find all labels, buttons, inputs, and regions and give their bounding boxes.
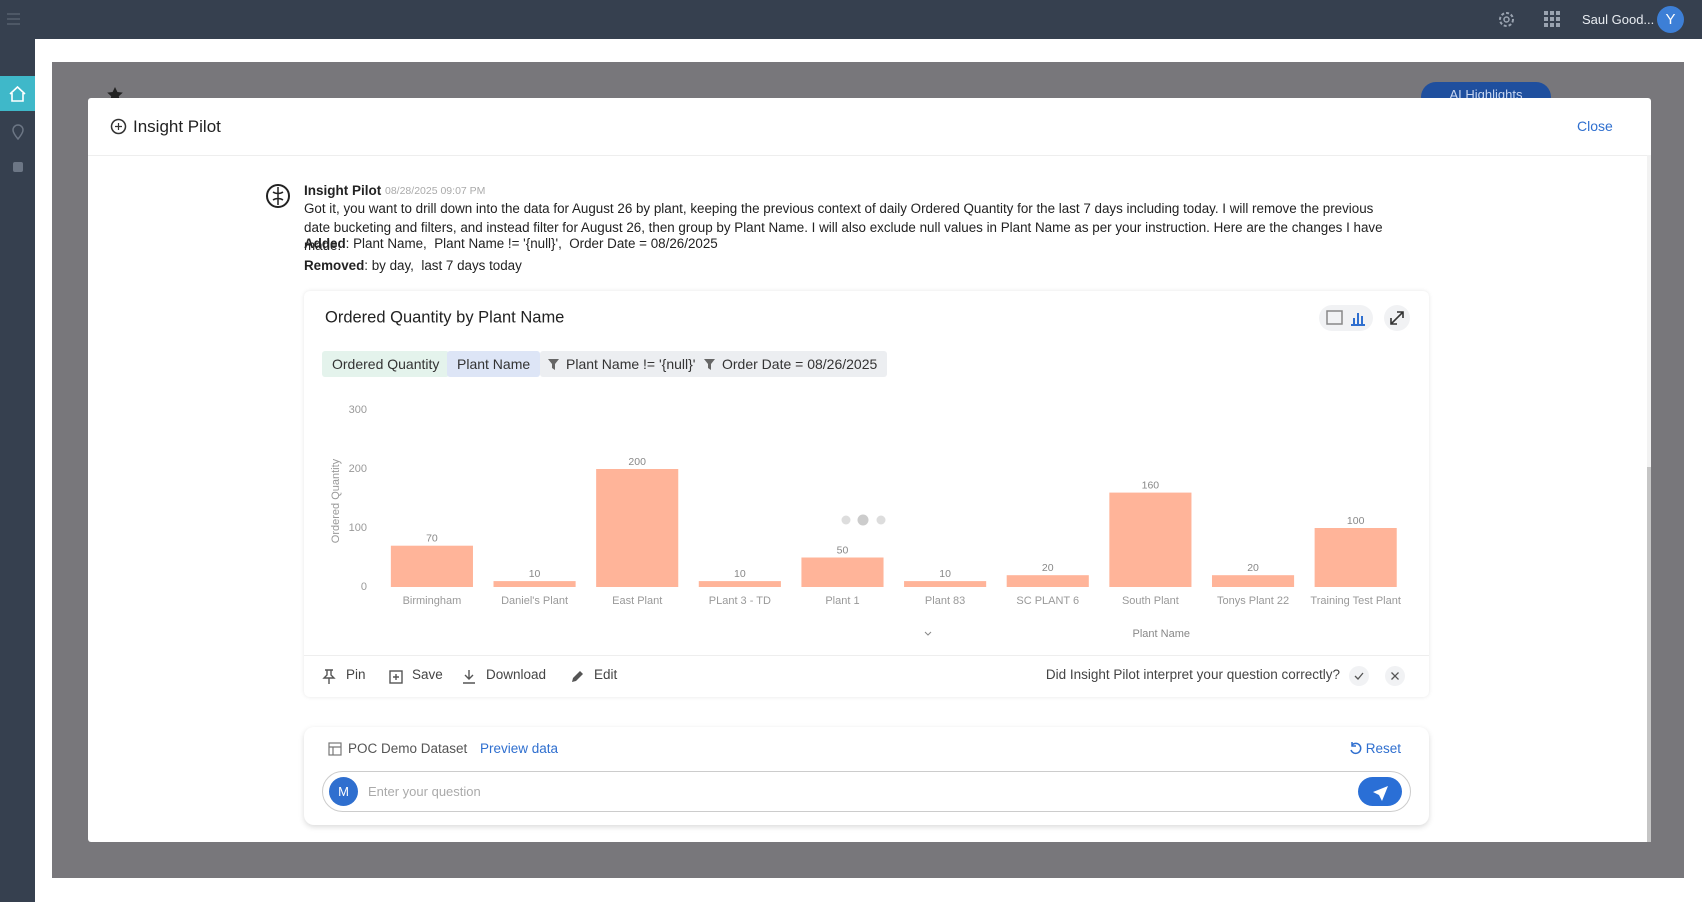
bar [1006,575,1089,587]
removed-text: : by day, last 7 days today [364,258,522,273]
bar [1314,528,1397,587]
feedback-yes[interactable] [1348,665,1370,687]
scroll-thumb[interactable] [1647,467,1651,842]
added-label: Added [304,236,346,251]
location-nav[interactable] [8,121,28,141]
user-avatar[interactable]: Y [1657,6,1684,33]
bar [390,545,473,587]
data-label: 200 [628,456,646,468]
input-card: POC Demo Dataset Preview data Reset M En… [304,727,1429,825]
data-label: 160 [1142,479,1160,491]
dataset-name: POC Demo Dataset [348,741,468,756]
x-tick-label: East Plant [612,595,662,607]
data-label: 20 [1042,562,1054,574]
x-tick-label: Plant 1 [825,595,859,607]
bar [904,581,987,587]
question-input[interactable]: M Enter your question [322,771,1411,812]
x-tick-label: PLant 3 - TD [709,595,771,607]
timestamp: 08/28/2025 09:07 PM [385,185,486,197]
pilot-avatar [266,184,290,208]
settings-icon[interactable] [1497,10,1516,29]
added-text: : Plant Name, Plant Name != '{null}', Or… [345,236,718,251]
filter-chip-text: Plant Name != '{null}' [566,356,696,372]
chart-title: Ordered Quantity by Plant Name [325,308,564,326]
dataset-icon [328,742,342,756]
preview-data-link[interactable]: Preview data [480,741,559,756]
feedback-no[interactable] [1384,665,1406,687]
bar [1211,575,1295,587]
bar [801,557,884,587]
edit-icon [572,671,583,682]
close-button[interactable]: Close [1577,118,1613,134]
edit-action[interactable]: Edit [594,667,618,682]
added-line: Added: Plant Name, Plant Name != '{null}… [304,236,718,251]
bar [493,581,576,587]
reset-icon [1350,742,1362,755]
save-icon [389,670,403,684]
y-tick-label: 0 [361,581,367,593]
message-text: Got it, you want to drill down into the … [304,201,1383,253]
loading-dots [841,514,886,526]
divider [304,655,1429,656]
x-tick-label: Daniel's Plant [501,595,568,607]
pin-action[interactable]: Pin [346,667,366,682]
bar [698,581,781,587]
menu-icon[interactable] [6,12,22,26]
user-avatar: M [329,777,358,806]
x-axis-dropdown[interactable] [924,631,932,636]
y-tick-label: 200 [349,463,367,475]
x-axis-label: Plant Name [1133,628,1190,640]
plugin-nav[interactable] [8,157,28,177]
save-action[interactable]: Save [412,667,443,682]
data-label: 10 [734,568,746,580]
expand-button[interactable] [1384,305,1410,331]
download-action[interactable]: Download [486,667,547,682]
pin-icon [322,669,336,684]
download-icon [463,670,475,684]
x-tick-label: Training Test Plant [1310,595,1401,607]
x-tick-label: South Plant [1122,595,1179,607]
dimension-chip[interactable]: Plant Name [447,351,541,377]
reset-button[interactable]: Reset [1365,741,1401,756]
apps-icon[interactable] [1544,11,1560,27]
sender: Insight Pilot [304,183,382,198]
chart: Ordered Quantity by Plant Name Ordered Q… [325,305,1410,640]
dialog-header: Insight Pilot Close [88,98,1651,156]
bar [596,469,679,587]
bar [1109,492,1192,587]
measure-chip[interactable]: Ordered Quantity [322,351,450,377]
y-axis-label: Ordered Quantity [330,458,342,543]
data-label: 100 [1347,515,1365,527]
home-nav[interactable] [0,76,35,111]
scrollbar [1647,155,1651,842]
top-bar: Saul Good... Y [0,0,1702,39]
data-label: 50 [837,544,849,556]
x-tick-label: Plant 83 [925,595,965,607]
removed-line: Removed: by day, last 7 days today [304,258,522,273]
send-button[interactable] [1358,777,1402,806]
data-label: 20 [1247,562,1259,574]
x-tick-label: SC PLANT 6 [1016,595,1079,607]
sidebar [0,39,35,902]
view-toggle[interactable] [1319,305,1373,331]
dialog-title: Insight Pilot [133,117,221,136]
feedback-question: Did Insight Pilot interpret your questio… [1045,667,1340,682]
pilot-icon [110,118,127,135]
data-label: 10 [529,568,541,580]
y-tick-label: 300 [349,404,367,416]
chart-card: Ordered Quantity by Plant Name Ordered Q… [304,291,1429,697]
filter-chip[interactable]: Order Date = 08/26/2025 [696,351,888,377]
y-tick-label: 100 [349,522,367,534]
x-tick-label: Birmingham [403,595,462,607]
input-placeholder: Enter your question [368,784,481,799]
x-tick-label: Tonys Plant 22 [1217,595,1289,607]
data-label: 10 [939,568,951,580]
removed-label: Removed [304,258,365,273]
filter-chip[interactable]: Plant Name != '{null}' [540,351,706,377]
filter-chip-text: Order Date = 08/26/2025 [722,356,878,372]
data-label: 70 [426,532,438,544]
user-name[interactable]: Saul Good... [1582,12,1655,27]
